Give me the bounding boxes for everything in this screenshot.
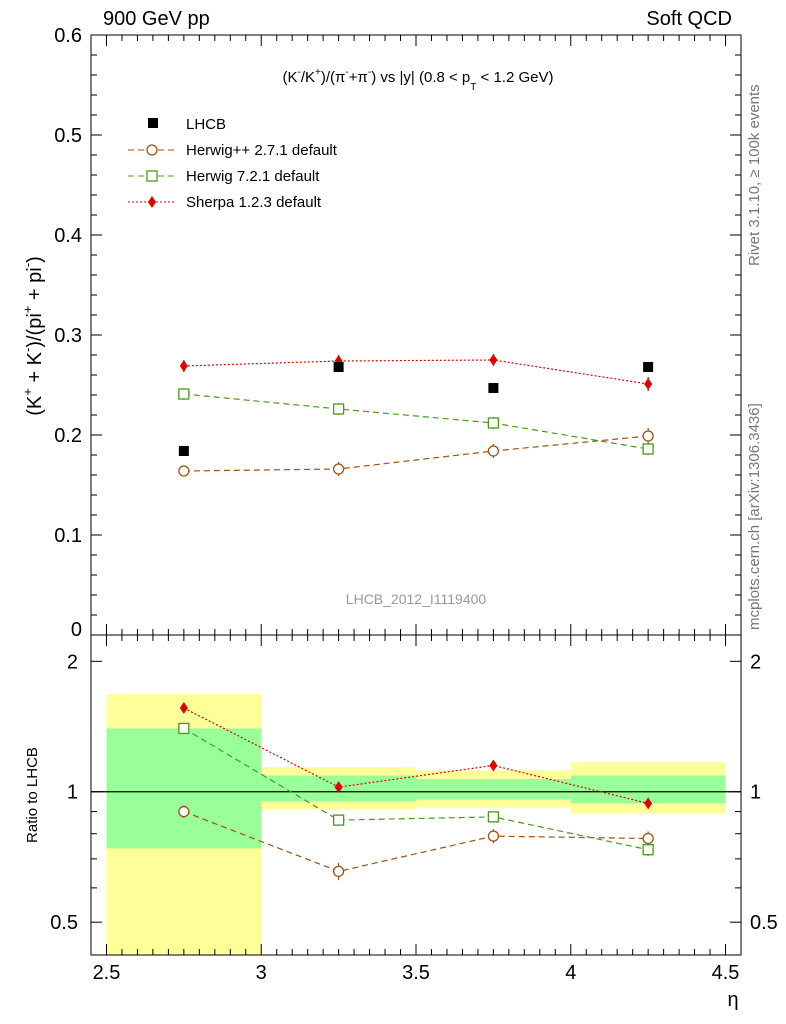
- ratio-y-tick-label-left: 1: [67, 782, 78, 804]
- data-point: [489, 354, 498, 366]
- ratio-band-green: [416, 779, 571, 800]
- ratio-data-point: [178, 722, 190, 735]
- y-axis-label: (K+ + K-)/(pi+ + pi-): [20, 256, 46, 416]
- series-line-2: [183, 359, 649, 385]
- lhcb-data-point: [333, 362, 344, 372]
- ratio-band-green: [106, 728, 262, 849]
- ratio-y-tick-label-right: 0.5: [750, 912, 778, 934]
- data-point: [332, 463, 345, 475]
- legend-marker-lhcb: [148, 118, 158, 128]
- ratio-series-line-1: [183, 727, 649, 851]
- x-tick-label: 4: [565, 962, 576, 984]
- legend-item-herwig7: Herwig 7.2.1 default: [128, 168, 320, 185]
- ratio-y-tick-label-right: 1: [750, 782, 761, 804]
- plot-title: (K-/K+)/(π-+π-) vs |y| (0.8 < pT < 1.2 G…: [283, 67, 554, 93]
- legend-marker-herwig7: [146, 170, 158, 182]
- x-tick-label: 4.5: [712, 962, 740, 984]
- data-point: [179, 360, 188, 372]
- ratio-y-tick-label-left: 2: [67, 651, 78, 673]
- data-point: [644, 378, 653, 390]
- legend-item-lhcb: LHCB: [148, 116, 226, 133]
- data-point: [332, 403, 345, 415]
- y-tick-label: 0.4: [54, 225, 82, 247]
- ratio-data-point: [332, 814, 345, 826]
- x-tick-label: 3: [256, 962, 267, 984]
- ratio-data-point: [487, 811, 500, 823]
- analysis-watermark: LHCB_2012_I1119400: [346, 591, 487, 607]
- data-point: [642, 430, 654, 442]
- legend-item-herwigpp: Herwig++ 2.7.1 default: [128, 142, 338, 159]
- y-tick-label: 0: [71, 619, 82, 641]
- ratio-data-point: [487, 830, 500, 842]
- data-point: [487, 417, 500, 429]
- lhcb-data-point: [488, 383, 499, 393]
- ratio-y-tick-label-left: 0.5: [50, 912, 78, 934]
- legend-label-sherpa: Sherpa 1.2.3 default: [186, 194, 322, 211]
- ratio-data-point: [642, 832, 654, 845]
- y-tick-label: 0.3: [54, 325, 82, 347]
- data-series: [178, 354, 654, 881]
- legend-label-herwigpp: Herwig++ 2.7.1 default: [186, 142, 338, 159]
- ratio-series-line-0: [183, 811, 649, 872]
- legend-marker-sherpa: [148, 196, 156, 208]
- ratio-y-tick-label-right: 2: [750, 651, 761, 673]
- series-line-1: [183, 393, 649, 450]
- y-tick-label: 0.1: [54, 525, 82, 547]
- data-point: [487, 445, 500, 457]
- lhcb-data-point: [178, 446, 189, 456]
- data-point: [642, 443, 654, 455]
- series-line-0: [183, 435, 649, 472]
- ratio-data-point: [334, 781, 343, 794]
- ratio-data-point: [642, 844, 654, 856]
- ratio-data-point: [332, 865, 345, 878]
- data-point: [178, 388, 190, 400]
- header-left: 900 GeV pp: [103, 8, 210, 30]
- y-tick-label: 0.2: [54, 425, 82, 447]
- header-right: Soft QCD: [646, 8, 732, 30]
- x-axis-label: η: [727, 989, 738, 1011]
- ratio-data-point: [178, 805, 190, 818]
- legend-item-sherpa: Sherpa 1.2.3 default: [128, 194, 322, 211]
- ratio-uncertainty-bands: [91, 694, 741, 955]
- ratio-series-line-2: [183, 707, 649, 804]
- data-point: [178, 465, 190, 477]
- axis-ticks: 2.5 3 3.5 4 4.5 0.1 0.2 0.3 0.4 0.5 0.6 0 0.5 0.5 1 1 2 2: [50, 25, 778, 984]
- ratio-data-point: [644, 797, 653, 810]
- lhcb-data-point: [643, 362, 654, 372]
- x-tick-label: 3.5: [402, 962, 430, 984]
- legend: LHCB Herwig++ 2.7.1 default Herwig 7.2.1…: [128, 116, 338, 211]
- ratio-data-point: [179, 702, 188, 715]
- ratio-data-point: [489, 759, 498, 772]
- legend-marker-herwigpp: [146, 144, 158, 156]
- ratio-y-axis-label: Ratio to LHCB: [24, 747, 41, 843]
- y-tick-label: 0.5: [54, 125, 82, 147]
- x-tick-label: 2.5: [93, 962, 121, 984]
- y-tick-label: 0.6: [54, 25, 82, 47]
- svg-text:(K+ + K-)/(pi+ + pi-): (K+ + K-)/(pi+ + pi-): [20, 256, 46, 416]
- legend-label-herwig7: Herwig 7.2.1 default: [186, 168, 320, 185]
- legend-label-lhcb: LHCB: [186, 116, 226, 133]
